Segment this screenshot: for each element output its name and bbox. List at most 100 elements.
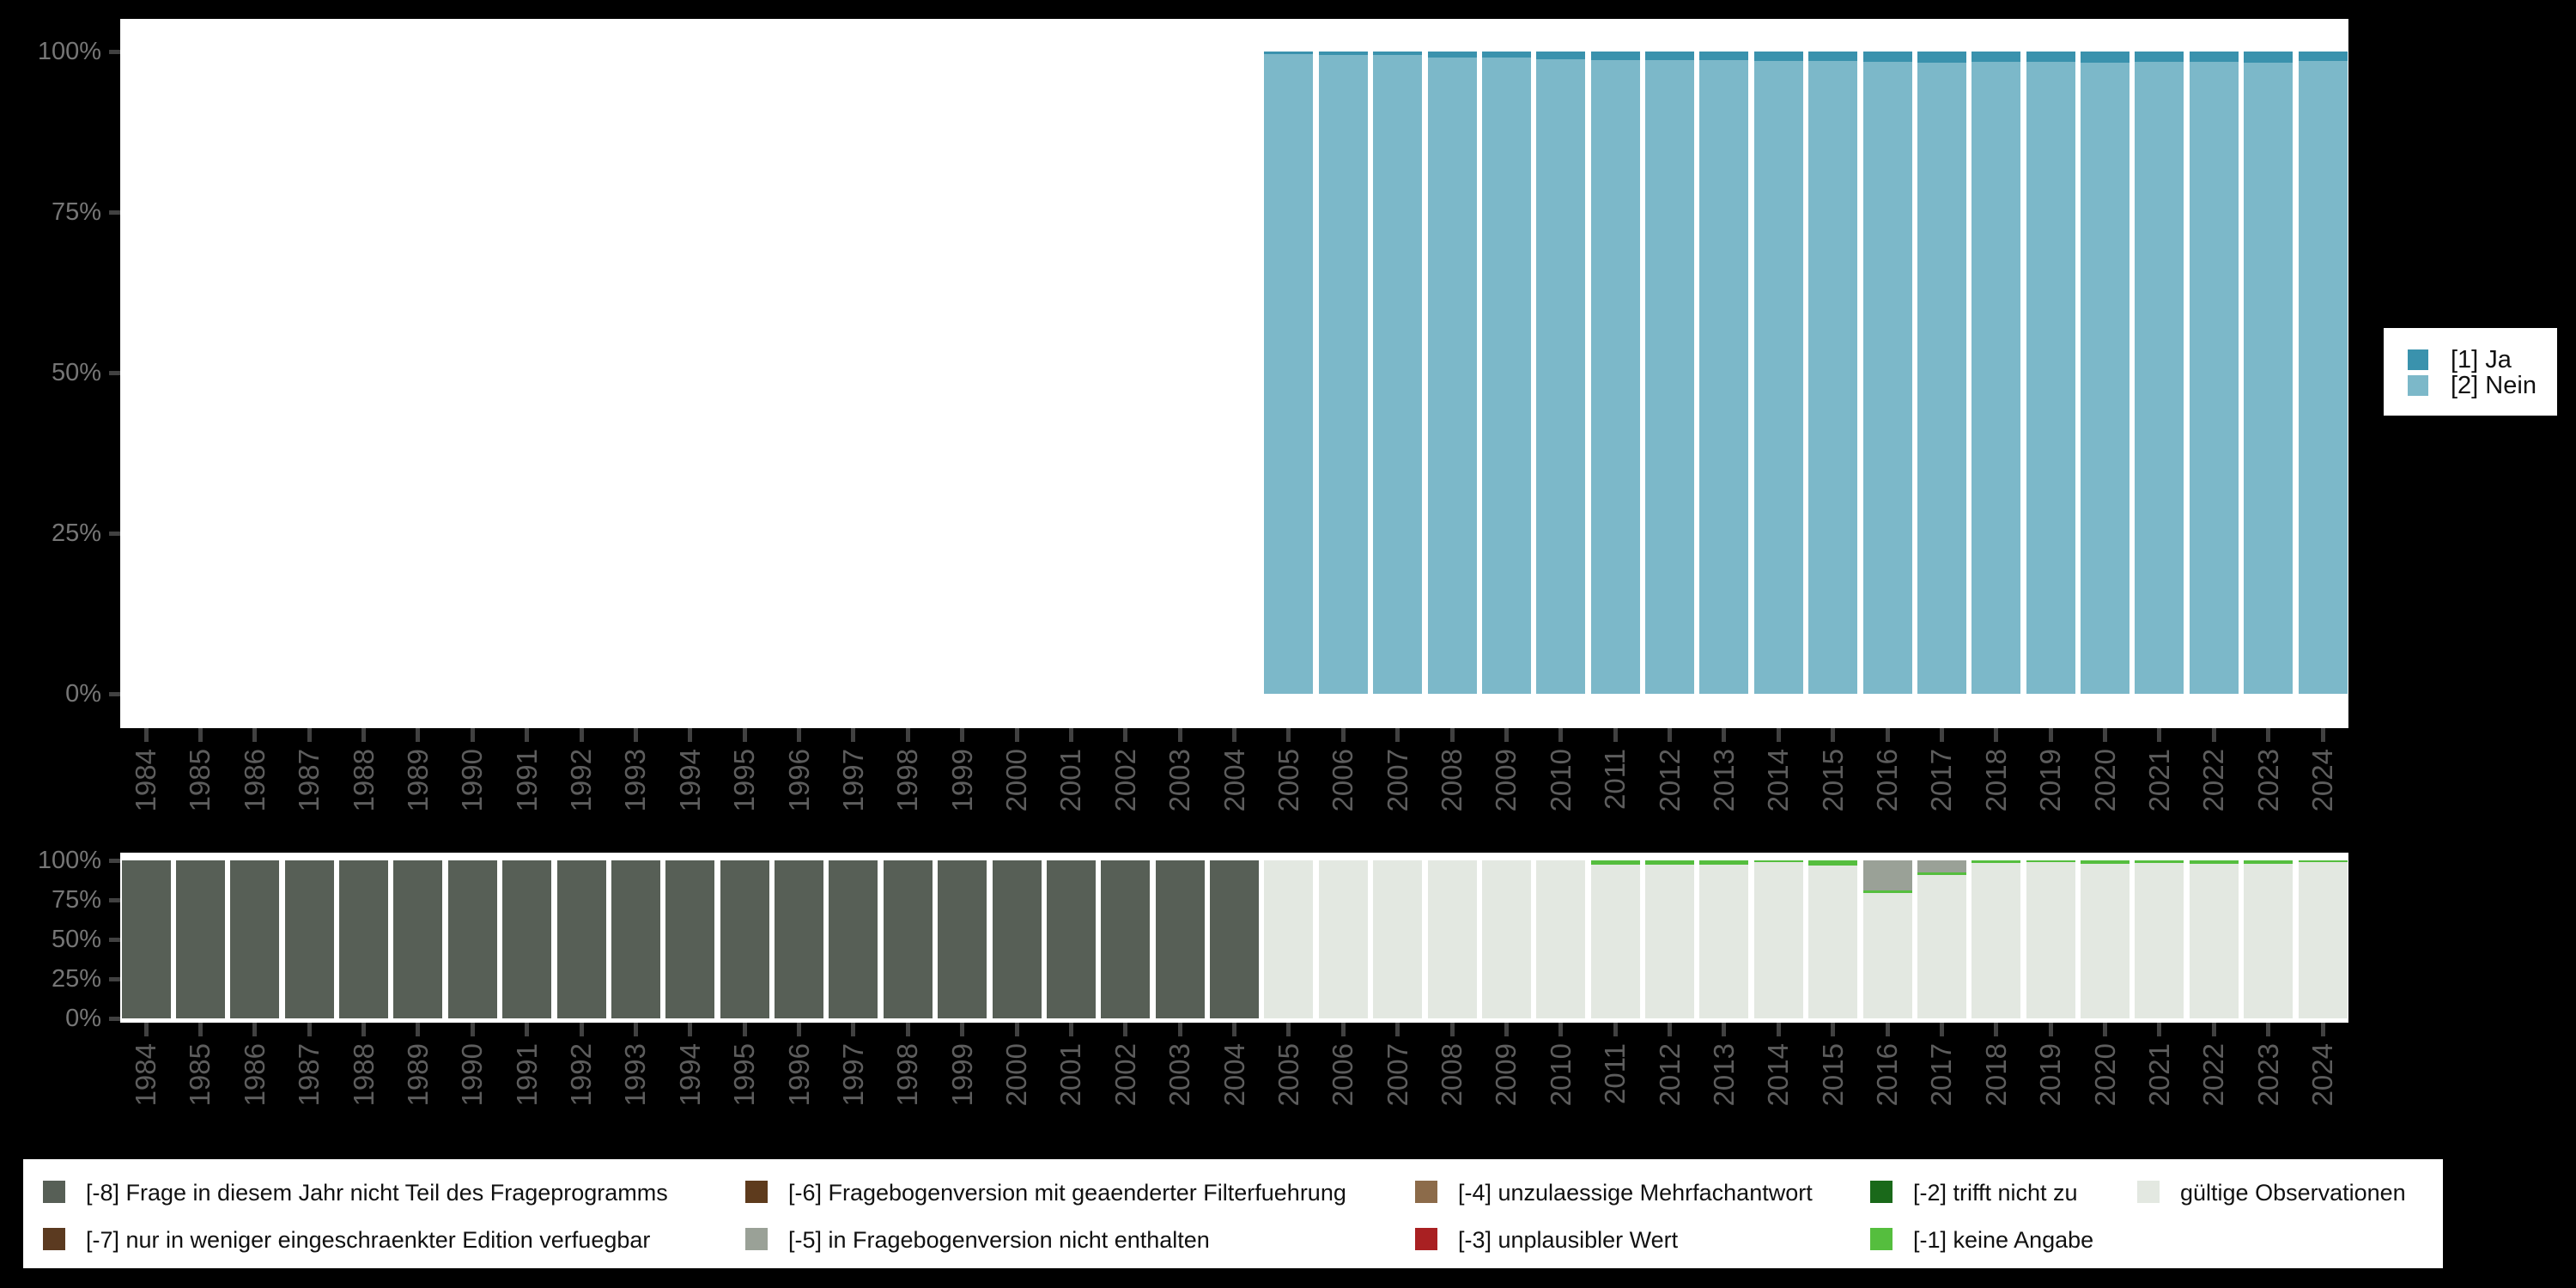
x-axis-tick-label: 1990 <box>456 749 489 812</box>
bar-segment <box>2244 863 2293 1018</box>
x-axis-tick-label: 1993 <box>619 1043 652 1107</box>
x-axis-tick-label: 2001 <box>1054 1043 1087 1107</box>
x-axis-tick-label: 2020 <box>2088 749 2121 812</box>
bar-segment <box>2026 52 2075 62</box>
x-axis-tick <box>960 728 965 742</box>
x-axis-tick <box>1286 728 1291 742</box>
x-axis-tick-label: 2007 <box>1381 749 1413 812</box>
bar-segment <box>1862 892 1912 1018</box>
x-axis-tick <box>1449 728 1455 742</box>
bar-segment <box>2081 62 2129 694</box>
bar-segment <box>1862 890 1912 893</box>
x-axis-tick <box>1449 1023 1455 1036</box>
bar-segment <box>1699 60 1749 694</box>
x-axis-tick <box>1722 1023 1727 1036</box>
bar-segment <box>1264 52 1314 54</box>
y-axis-tick-label: 75% <box>51 198 101 226</box>
y-axis-tick-label: 25% <box>51 965 101 993</box>
missing-values-plot <box>120 853 2348 1023</box>
x-axis-tick-label: 2012 <box>1653 1043 1686 1107</box>
x-axis-tick <box>1668 728 1672 742</box>
legend-swatch <box>1870 1228 1893 1250</box>
x-axis-tick <box>1504 1023 1509 1036</box>
bar-segment <box>1971 52 2021 62</box>
x-axis-tick-label: 2009 <box>1490 1043 1522 1107</box>
x-axis-tick-label: 1994 <box>673 1043 706 1107</box>
x-axis-tick <box>1177 1023 1182 1036</box>
legend-swatch-nein <box>2408 375 2428 396</box>
bar-segment <box>339 860 388 1018</box>
x-axis-tick-label: 2011 <box>1599 1043 1631 1104</box>
x-axis-tick-label: 1996 <box>782 749 815 812</box>
x-axis-tick-label: 1988 <box>347 749 380 812</box>
legend-label: [-1] keine Angabe <box>1913 1227 2094 1253</box>
bar-segment <box>1536 52 1586 59</box>
x-axis-tick-label: 2011 <box>1599 749 1631 810</box>
x-axis-tick-label: 1986 <box>238 1043 270 1107</box>
x-axis-tick-label: 2013 <box>1707 749 1740 812</box>
x-axis-tick-label: 2020 <box>2088 1043 2121 1107</box>
bar-segment <box>883 860 933 1018</box>
y-axis-tick-label: 0% <box>65 680 101 708</box>
x-axis-tick-label: 1987 <box>293 1043 325 1107</box>
x-axis-tick-label: 1995 <box>728 749 761 812</box>
x-axis-tick-label: 2019 <box>2034 749 2067 812</box>
x-axis-tick <box>1722 728 1727 742</box>
bar-segment <box>1590 860 1640 865</box>
x-axis-tick <box>1668 1023 1672 1036</box>
x-axis-tick-label: 1994 <box>673 749 706 812</box>
x-axis-tick-label: 2017 <box>1925 749 1958 812</box>
x-axis-tick <box>525 1023 530 1036</box>
bar-segment <box>1808 52 1858 62</box>
bar-segment <box>1373 860 1423 1018</box>
bar-segment <box>1590 864 1640 1018</box>
x-axis-tick <box>1994 1023 1999 1036</box>
x-axis-tick <box>2103 728 2107 742</box>
x-axis-tick-label: 1991 <box>510 1043 543 1107</box>
bar-segment <box>2298 52 2348 62</box>
bar-segment <box>1101 860 1151 1018</box>
bar-segment <box>1971 61 2021 694</box>
x-axis-tick-label: 2001 <box>1054 749 1087 812</box>
x-axis-tick-label: 1997 <box>836 749 869 812</box>
x-axis-tick <box>197 728 203 742</box>
bar-segment <box>2244 860 2293 864</box>
bar-segment <box>1481 58 1531 694</box>
legend-swatch-ja <box>2408 349 2428 370</box>
y-axis-tick <box>109 371 120 375</box>
x-axis-tick-label: 1995 <box>728 1043 761 1107</box>
x-axis-tick <box>1340 728 1346 742</box>
x-axis-tick <box>797 1023 801 1036</box>
x-axis-tick-label: 2013 <box>1707 1043 1740 1107</box>
bar-segment <box>502 860 552 1018</box>
bar-segment <box>1427 52 1477 58</box>
bar-segment <box>1808 865 1858 1018</box>
x-axis-tick-label: 2005 <box>1272 1043 1304 1107</box>
x-axis-tick-label: 1986 <box>238 749 270 812</box>
bar-segment <box>1155 860 1205 1018</box>
x-axis-tick <box>252 728 258 742</box>
bar-segment <box>1699 860 1749 865</box>
x-axis-tick <box>1831 728 1836 742</box>
x-axis-tick-label: 1984 <box>130 1043 161 1107</box>
x-axis-tick-label: 2008 <box>1436 1043 1467 1107</box>
bar-segment <box>1699 864 1749 1018</box>
y-axis-tick <box>109 859 120 863</box>
bar-segment <box>1481 860 1531 1018</box>
x-axis-tick <box>1286 1023 1291 1036</box>
x-axis-tick <box>742 728 747 742</box>
x-axis-tick <box>1068 1023 1073 1036</box>
bar-segment <box>1808 61 1858 694</box>
legend-label-ja: [1] Ja <box>2451 346 2512 374</box>
x-axis-tick-label: 2022 <box>2197 1043 2230 1107</box>
response-legend: [1] Ja [2] Nein <box>2384 328 2557 416</box>
bar-segment <box>720 860 769 1018</box>
x-axis-tick <box>307 728 312 742</box>
x-axis-tick <box>633 1023 638 1036</box>
x-axis-tick <box>851 728 856 742</box>
x-axis-tick-label: 1991 <box>510 749 543 812</box>
x-axis-tick <box>688 728 693 742</box>
x-axis-tick <box>1232 728 1236 742</box>
bar-segment <box>1427 58 1477 694</box>
x-axis-tick <box>1558 1023 1564 1036</box>
